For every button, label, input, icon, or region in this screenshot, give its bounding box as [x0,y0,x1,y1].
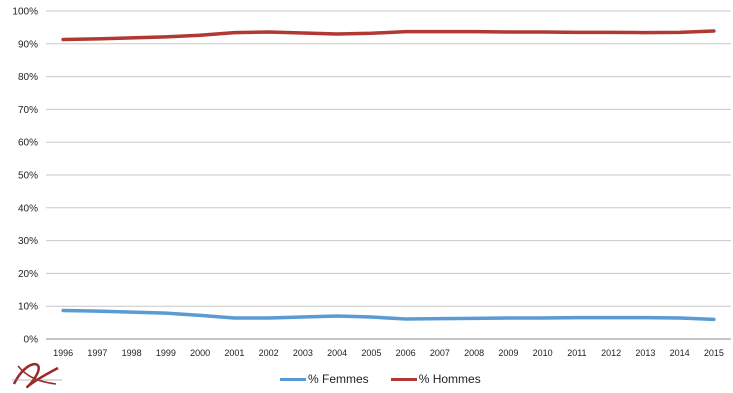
y-tick-label: 10% [18,302,38,313]
x-tick-label: 2014 [670,348,690,358]
x-tick-label: 2003 [293,348,313,358]
x-tick-label: 1996 [53,348,73,358]
series-line-femmes [61,308,716,322]
x-tick-label: 2007 [430,348,450,358]
legend: % Femmes % Hommes [280,372,481,386]
y-tick-label: 70% [18,105,38,116]
x-tick-label: 2015 [704,348,724,358]
series-lines [61,29,716,322]
legend-item-femmes: % Femmes [280,372,369,386]
y-tick-label: 30% [18,236,38,247]
series-line-hommes [61,29,716,42]
x-tick-label: 2002 [259,348,279,358]
x-tick-label: 2009 [498,348,518,358]
x-tick-label: 2013 [635,348,655,358]
y-tick-label: 40% [18,203,38,214]
x-tick-label: 1997 [87,348,107,358]
y-tick-label: 90% [18,39,38,50]
y-axis-ticks: 0% 10% 20% 30% 40% 50% 60% 70% 80% 90% 100% [12,7,38,346]
x-tick-label: 2011 [567,348,586,358]
y-tick-label: 20% [18,269,38,280]
x-tick-label: 2012 [601,348,621,358]
x-tick-label: 1999 [156,348,176,358]
y-tick-label: 80% [18,72,38,83]
y-tick-label: 0% [24,335,39,346]
x-tick-label: 1998 [122,348,142,358]
x-tick-label: 2000 [190,348,210,358]
legend-item-hommes: % Hommes [390,372,481,386]
gridlines [46,10,731,340]
x-tick-label: 2008 [464,348,484,358]
y-tick-label: 50% [18,171,38,182]
legend-label-femmes: % Femmes [308,372,369,386]
x-tick-label: 2005 [361,348,381,358]
x-axis-ticks: 1996 1997 1998 1999 2000 2001 2002 2003 2004 2005… [53,348,724,358]
legend-swatch-femmes [280,377,306,381]
x-tick-label: 2010 [533,348,553,358]
y-tick-label: 100% [12,7,38,18]
x-tick-label: 2006 [396,348,416,358]
y-tick-label: 60% [18,138,38,149]
legend-swatch-hommes [390,377,417,381]
x-tick-label: 2004 [327,348,347,358]
x-tick-label: 2001 [224,348,244,358]
brand-logo [12,362,62,389]
legend-label-hommes: % Hommes [418,372,481,386]
